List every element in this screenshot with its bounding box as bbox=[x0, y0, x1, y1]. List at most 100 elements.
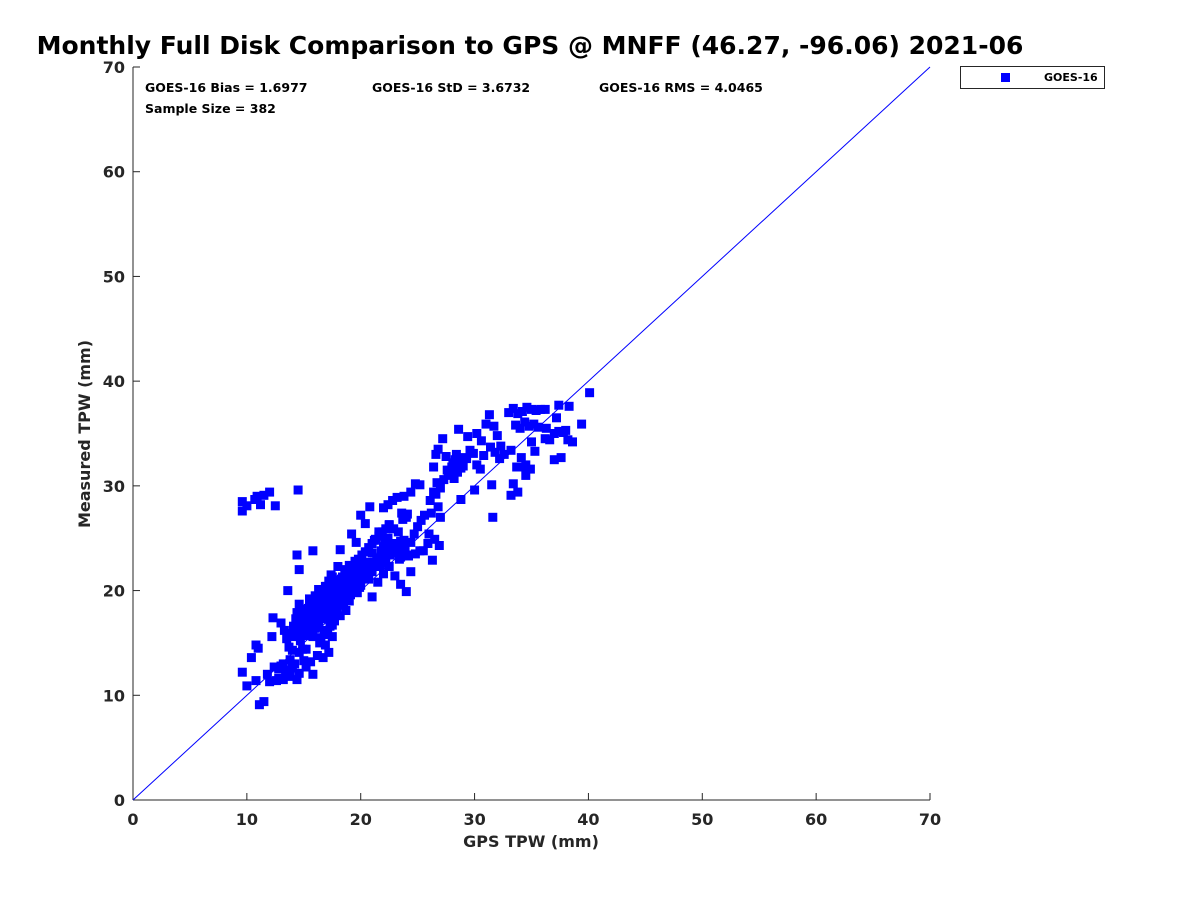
data-point bbox=[327, 597, 337, 607]
data-point bbox=[237, 506, 247, 516]
data-point bbox=[252, 491, 262, 501]
y-tick-label: 10 bbox=[103, 686, 125, 705]
data-point bbox=[397, 508, 407, 518]
data-point bbox=[379, 555, 388, 565]
data-point bbox=[506, 445, 516, 455]
data-point bbox=[282, 665, 292, 675]
data-point bbox=[246, 653, 256, 663]
data-point bbox=[242, 681, 252, 691]
y-tick-label: 40 bbox=[103, 372, 125, 391]
data-point bbox=[489, 421, 499, 431]
y-axis-ticks: 0 10 20 30 40 50 60 70 bbox=[103, 58, 140, 810]
x-tick-label: 60 bbox=[805, 810, 827, 829]
data-point bbox=[433, 502, 443, 512]
data-point bbox=[339, 599, 349, 609]
data-point bbox=[451, 449, 461, 459]
data-point bbox=[302, 610, 312, 620]
stat-sample-size: Sample Size = 382 bbox=[145, 101, 276, 116]
data-point bbox=[418, 546, 428, 556]
data-point bbox=[285, 655, 295, 665]
data-point bbox=[504, 408, 514, 418]
data-point bbox=[552, 413, 561, 423]
y-tick-label: 0 bbox=[114, 791, 125, 810]
data-point bbox=[281, 670, 291, 680]
data-point bbox=[382, 549, 392, 559]
data-point bbox=[295, 626, 305, 636]
legend: GOES-16 bbox=[960, 66, 1105, 89]
data-point bbox=[585, 388, 595, 398]
data-point bbox=[376, 546, 386, 556]
data-point bbox=[384, 520, 394, 530]
legend-marker-square bbox=[1001, 73, 1010, 82]
data-point bbox=[346, 590, 355, 600]
data-point bbox=[406, 567, 416, 577]
data-point bbox=[441, 452, 451, 461]
stat-bias: GOES-16 Bias = 1.6977 bbox=[145, 80, 307, 95]
data-point bbox=[389, 548, 399, 558]
data-point bbox=[330, 613, 339, 623]
data-point bbox=[517, 462, 527, 472]
data-point bbox=[426, 508, 436, 518]
data-point bbox=[350, 576, 360, 586]
data-point bbox=[513, 487, 523, 497]
x-tick-label: 70 bbox=[919, 810, 941, 829]
data-point bbox=[406, 537, 416, 547]
data-point bbox=[384, 562, 394, 571]
data-point bbox=[327, 620, 337, 630]
data-point bbox=[279, 625, 289, 635]
stat-std: GOES-16 StD = 3.6732 bbox=[372, 80, 530, 95]
data-point bbox=[484, 410, 494, 420]
data-point bbox=[416, 515, 426, 525]
data-point bbox=[424, 529, 434, 539]
data-point bbox=[442, 465, 452, 475]
data-point bbox=[320, 611, 330, 621]
data-point bbox=[401, 587, 411, 597]
data-point bbox=[449, 474, 459, 483]
data-point bbox=[312, 651, 322, 660]
data-point bbox=[327, 632, 337, 642]
data-point bbox=[253, 643, 263, 653]
data-point bbox=[479, 451, 489, 460]
data-point bbox=[398, 514, 408, 524]
data-point bbox=[423, 539, 433, 548]
data-point bbox=[367, 548, 377, 558]
stat-rms: GOES-16 RMS = 4.0465 bbox=[599, 80, 763, 95]
data-point bbox=[336, 594, 346, 604]
data-point bbox=[315, 638, 325, 648]
data-point bbox=[488, 512, 498, 522]
data-point bbox=[513, 409, 523, 419]
chart-title: Monthly Full Disk Comparison to GPS @ MN… bbox=[37, 31, 1024, 60]
data-point bbox=[533, 422, 543, 432]
data-point bbox=[262, 669, 272, 679]
data-point bbox=[365, 502, 375, 512]
data-point bbox=[392, 540, 402, 549]
data-point bbox=[563, 435, 573, 445]
data-point bbox=[334, 577, 344, 587]
data-point bbox=[425, 496, 435, 505]
data-point bbox=[278, 659, 288, 669]
data-point bbox=[549, 455, 559, 465]
data-point bbox=[540, 434, 550, 444]
data-point bbox=[323, 630, 333, 640]
data-point bbox=[455, 456, 465, 466]
data-point bbox=[316, 633, 326, 643]
data-point bbox=[294, 647, 304, 657]
data-point bbox=[481, 419, 491, 429]
data-point bbox=[508, 479, 518, 489]
one-to-one-reference-line bbox=[132, 66, 931, 801]
data-point bbox=[561, 425, 571, 435]
data-point bbox=[556, 453, 566, 463]
data-point bbox=[306, 657, 316, 667]
data-point bbox=[380, 534, 390, 544]
data-point bbox=[282, 634, 292, 644]
data-point bbox=[268, 613, 278, 623]
data-point bbox=[294, 565, 304, 575]
data-point bbox=[434, 541, 444, 550]
data-point bbox=[254, 700, 264, 710]
data-point bbox=[267, 632, 277, 642]
data-point bbox=[577, 419, 587, 429]
data-point bbox=[295, 636, 305, 646]
data-point bbox=[499, 449, 509, 459]
data-point bbox=[332, 607, 342, 616]
